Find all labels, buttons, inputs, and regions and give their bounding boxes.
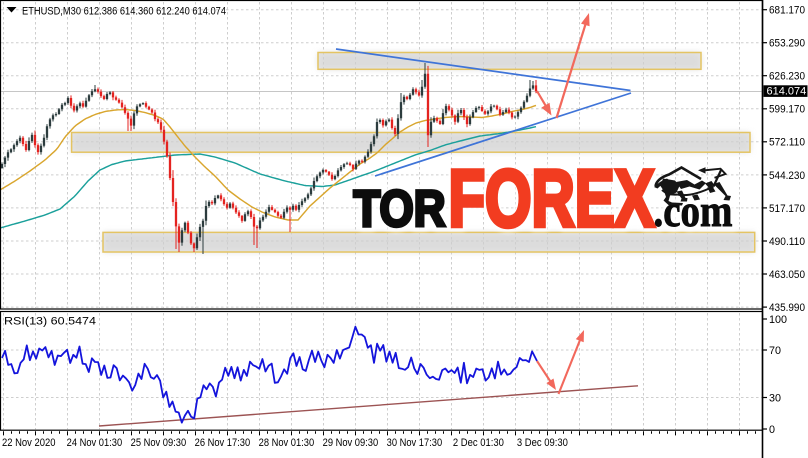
svg-text:70: 70	[769, 345, 781, 357]
svg-text:681.170: 681.170	[769, 5, 805, 17]
svg-text:24 Nov 01:30: 24 Nov 01:30	[67, 437, 123, 449]
svg-text:ETHUSD,M30 612.386 614.360 61: ETHUSD,M30 612.386 614.360 612.240 614.0…	[22, 6, 226, 18]
svg-text:FOREX: FOREX	[449, 154, 655, 244]
svg-text:FOREX: FOREX	[449, 154, 655, 244]
svg-text:29 Nov 09:30: 29 Nov 09:30	[323, 437, 379, 449]
svg-text:614.074: 614.074	[767, 86, 807, 98]
svg-text:30 Nov 17:30: 30 Nov 17:30	[387, 437, 443, 449]
svg-text:0: 0	[769, 424, 775, 436]
svg-text:517.170: 517.170	[769, 203, 805, 215]
svg-text:572.110: 572.110	[769, 137, 805, 149]
svg-text:3 Dec 09:30: 3 Dec 09:30	[517, 437, 568, 449]
svg-text:626.230: 626.230	[769, 71, 805, 83]
svg-text:26 Nov 17:30: 26 Nov 17:30	[195, 437, 251, 449]
svg-text:2 Dec 01:30: 2 Dec 01:30	[453, 437, 504, 449]
svg-text:30: 30	[769, 392, 781, 404]
svg-text:28 Nov 01:30: 28 Nov 01:30	[259, 437, 315, 449]
svg-text:25 Nov 09:30: 25 Nov 09:30	[131, 437, 187, 449]
svg-text:TOR: TOR	[354, 180, 446, 237]
svg-text:435.990: 435.990	[769, 302, 805, 314]
svg-text:463.050: 463.050	[769, 269, 805, 281]
svg-text:RSI(13) 60.5474: RSI(13) 60.5474	[4, 316, 96, 328]
svg-text:100: 100	[769, 314, 787, 326]
svg-text:599.170: 599.170	[769, 104, 805, 116]
svg-text:544.230: 544.230	[769, 170, 805, 182]
svg-text:22 Nov 2020: 22 Nov 2020	[2, 437, 56, 449]
svg-text:490.110: 490.110	[769, 236, 805, 248]
svg-text:653.290: 653.290	[769, 38, 805, 50]
svg-text:TOR: TOR	[354, 180, 446, 237]
